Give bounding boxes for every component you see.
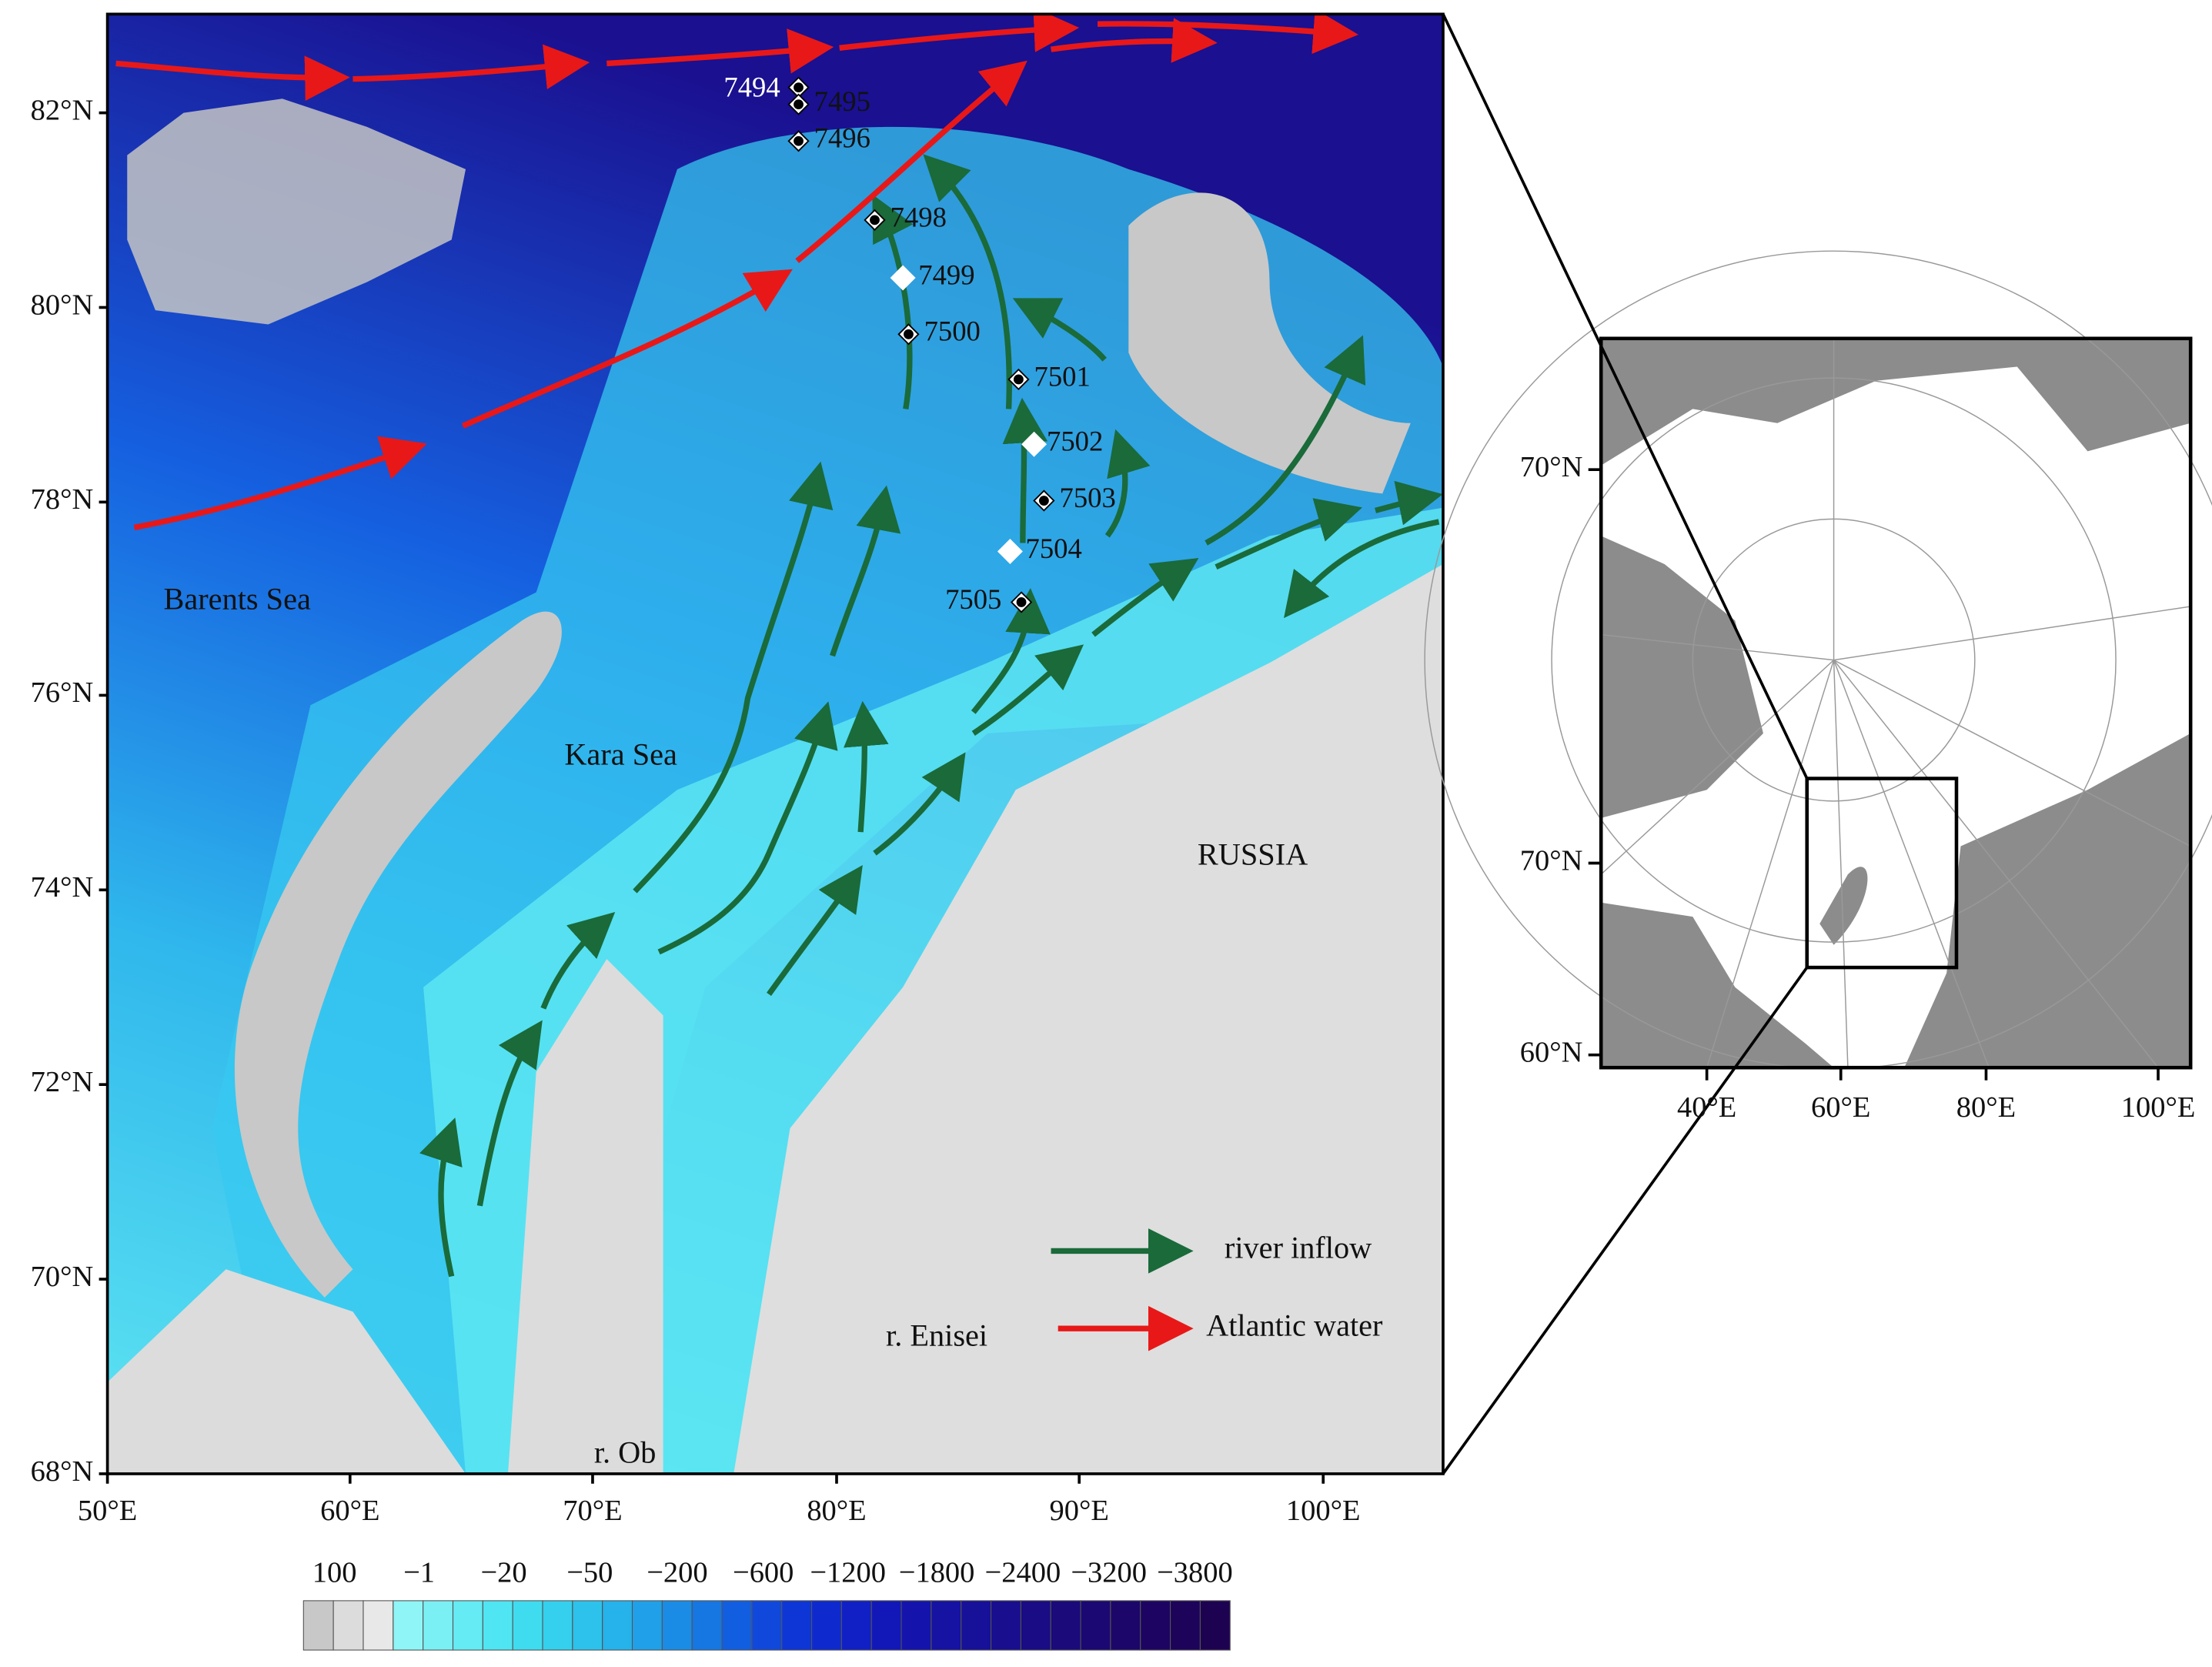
colorbar-cell (991, 1600, 1021, 1651)
colorbar-label: −200 (647, 1557, 707, 1589)
colorbar-cell (1140, 1600, 1171, 1651)
lon-label: 50°E (78, 1495, 137, 1527)
station-marker (997, 539, 1023, 564)
station-dot (794, 135, 804, 146)
lat-label: 70°N (31, 1261, 94, 1293)
colorbar-cell (840, 1600, 872, 1651)
station-dot (794, 99, 804, 110)
colorbar-label: −3200 (1071, 1557, 1147, 1589)
place-label: Barents Sea (164, 582, 311, 616)
inset-lon-label: 100°E (2121, 1091, 2196, 1124)
station-label: 7498 (890, 201, 947, 232)
colorbar-cell (1110, 1600, 1141, 1651)
colorbar-cell (1020, 1600, 1051, 1651)
colorbar-cell (1080, 1600, 1111, 1651)
lon-label: 80°E (807, 1495, 866, 1527)
colorbar-cell (363, 1600, 394, 1651)
inset-lon-label: 40°E (1677, 1091, 1736, 1124)
main-frame (105, 12, 1445, 1475)
station-label: 7499 (918, 259, 974, 290)
colorbar-cell (631, 1600, 663, 1651)
station-label: 7500 (924, 316, 981, 347)
colorbar-cell (661, 1600, 693, 1651)
colorbar-cell (302, 1600, 334, 1651)
inset-lat-label: 60°N (1520, 1037, 1583, 1069)
colorbar-cell (931, 1600, 962, 1651)
colorbar-cell (572, 1600, 603, 1651)
station-dot (794, 82, 804, 93)
lat-label: 76°N (31, 676, 94, 709)
lon-label: 100°E (1286, 1495, 1361, 1527)
lat-label: 80°N (31, 289, 94, 321)
legend (1051, 1228, 1194, 1351)
colorbar-cell (602, 1600, 633, 1651)
inset-map (1424, 13, 2212, 1475)
station-dot (1013, 374, 1024, 385)
colorbar-cell (482, 1600, 513, 1651)
legend-label: river inflow (1225, 1231, 1372, 1265)
station-label: 7494 (723, 72, 780, 103)
lon-label: 90°E (1050, 1495, 1109, 1527)
colorbar-cell (691, 1600, 723, 1651)
colorbar-label: −50 (566, 1557, 613, 1589)
inset-lon-label: 60°E (1811, 1091, 1870, 1124)
colorbar-cell (810, 1600, 842, 1651)
colorbar-cell (751, 1600, 783, 1651)
inset-lat-label: 70°N (1520, 844, 1583, 877)
colorbar-cell (393, 1600, 424, 1651)
colorbar-label: −20 (480, 1557, 526, 1589)
lat-label: 82°N (31, 94, 94, 126)
colorbar-label: −3800 (1157, 1557, 1233, 1589)
lon-label: 60°E (320, 1495, 379, 1527)
colorbar-cell (423, 1600, 454, 1651)
lat-label: 68°N (31, 1455, 94, 1488)
station-dot (904, 329, 914, 339)
colorbar-label: −2400 (985, 1557, 1061, 1589)
inset-lon-label: 80°E (1956, 1091, 2016, 1124)
station-label: 7502 (1047, 426, 1103, 457)
colorbar (302, 1600, 1231, 1651)
colorbar-label: −600 (733, 1557, 794, 1589)
legend-label: Atlantic water (1206, 1308, 1383, 1342)
colorbar-label: −1800 (899, 1557, 975, 1589)
colorbar-cell (1170, 1600, 1201, 1651)
place-label: r. Enisei (886, 1318, 987, 1352)
colorbar-label: −1200 (810, 1557, 886, 1589)
colorbar-cell (870, 1600, 902, 1651)
station-dot (1016, 597, 1027, 607)
station-label: 7495 (814, 85, 870, 117)
station-dot (870, 215, 880, 225)
lat-label: 78°N (31, 483, 94, 516)
colorbar-cell (1050, 1600, 1081, 1651)
lon-label: 70°E (563, 1495, 622, 1527)
colorbar-label: 100 (312, 1557, 357, 1589)
colorbar-cell (901, 1600, 932, 1651)
station-dot (1038, 496, 1049, 506)
colorbar-label: −1 (403, 1557, 435, 1589)
colorbar-cell (512, 1600, 543, 1651)
station-label: 7503 (1060, 482, 1116, 513)
colorbar-cell (1199, 1600, 1231, 1651)
station-label: 7501 (1034, 360, 1091, 392)
colorbar-cell (542, 1600, 573, 1651)
lat-label: 72°N (31, 1066, 94, 1098)
station-label: 7505 (945, 583, 1001, 615)
place-label: r. Ob (594, 1435, 657, 1469)
place-label: RUSSIA (1198, 837, 1308, 871)
colorbar-cell (961, 1600, 992, 1651)
inset-lat-label: 70°N (1520, 451, 1583, 483)
station-marker (890, 265, 916, 291)
colorbar-cell (452, 1600, 483, 1651)
colorbar-cell (781, 1600, 813, 1651)
place-label: Kara Sea (564, 737, 677, 771)
colorbar-cell (332, 1600, 364, 1651)
station-label: 7504 (1026, 533, 1082, 564)
station-label: 7496 (814, 122, 870, 154)
station-marker (1021, 431, 1048, 457)
colorbar-cell (721, 1600, 753, 1651)
lat-label: 74°N (31, 871, 94, 904)
